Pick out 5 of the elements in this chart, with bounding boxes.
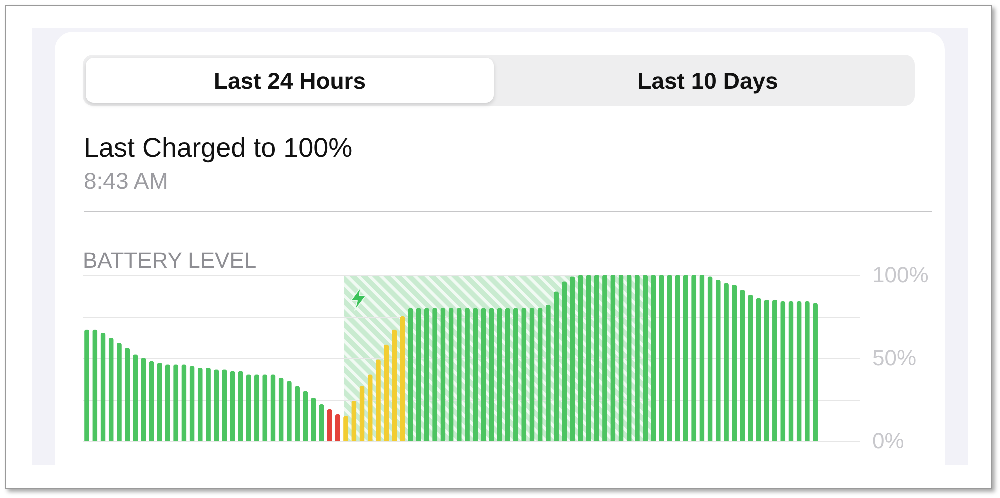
text: Last 10 Days: [638, 68, 778, 94]
text: Last 24 Hours: [214, 68, 366, 94]
text: 8:43 AM: [84, 168, 168, 194]
chart-title: BATTERY LEVEL: [83, 248, 257, 273]
text: Last Charged to 100%: [84, 133, 353, 163]
